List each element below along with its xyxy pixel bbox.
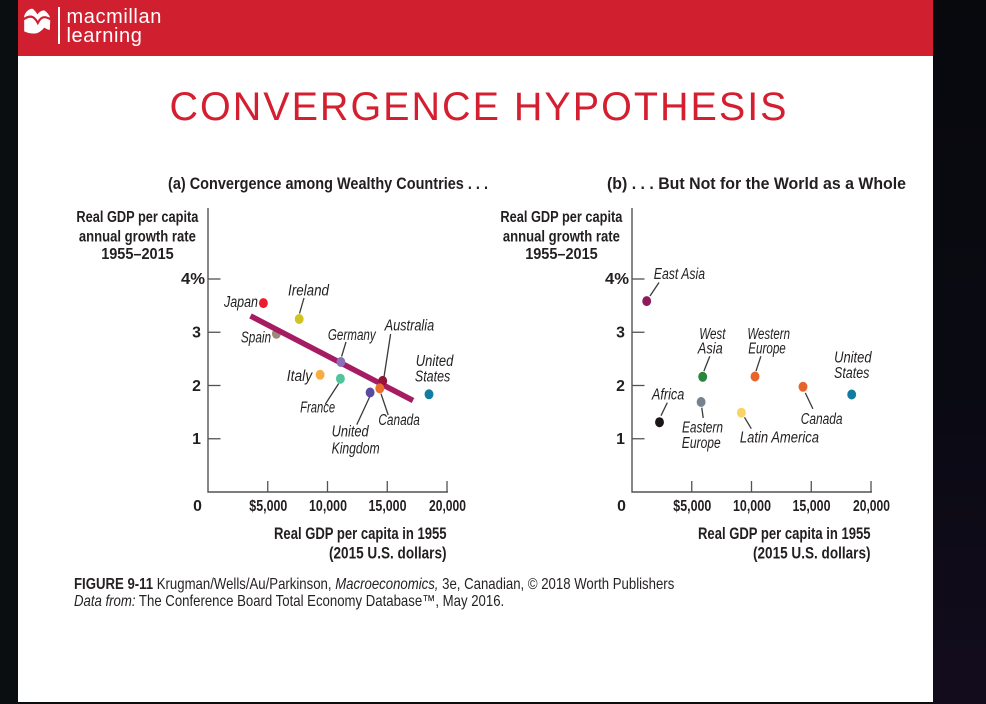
svg-text:Spain: Spain: [241, 330, 271, 347]
svg-text:3: 3: [192, 325, 201, 342]
svg-text:15,000: 15,000: [793, 498, 831, 515]
svg-text:10,000: 10,000: [733, 498, 771, 515]
svg-text:1: 1: [616, 431, 625, 448]
svg-text:Europe: Europe: [748, 340, 786, 357]
svg-text:Real GDP per capita in 1955: Real GDP per capita in 1955: [698, 525, 871, 543]
svg-text:annual growth rate: annual growth rate: [503, 229, 620, 246]
svg-text:Ireland: Ireland: [288, 283, 330, 300]
svg-text:Canada: Canada: [801, 411, 843, 428]
svg-text:Europe: Europe: [682, 435, 721, 452]
svg-text:Eastern: Eastern: [682, 420, 723, 437]
svg-text:West: West: [699, 326, 726, 343]
svg-text:Kingdom: Kingdom: [332, 441, 380, 458]
svg-text:Canada: Canada: [378, 412, 420, 429]
svg-text:(2015 U.S. dollars): (2015 U.S. dollars): [329, 545, 447, 563]
svg-text:0: 0: [617, 498, 626, 515]
svg-text:1955–2015: 1955–2015: [101, 246, 174, 263]
svg-text:1: 1: [192, 431, 201, 448]
svg-text:Japan: Japan: [223, 294, 258, 311]
svg-text:Real GDP per capita in 1955: Real GDP per capita in 1955: [274, 525, 447, 543]
svg-text:20,000: 20,000: [429, 498, 466, 515]
svg-text:2: 2: [616, 378, 625, 395]
svg-text:Germany: Germany: [328, 327, 377, 344]
svg-text:Real GDP per capita: Real GDP per capita: [500, 209, 622, 226]
svg-text:$5,000: $5,000: [249, 498, 287, 515]
svg-text:0: 0: [193, 498, 202, 515]
svg-text:Africa: Africa: [651, 387, 685, 404]
svg-text:Italy: Italy: [287, 368, 313, 385]
svg-text:annual growth rate: annual growth rate: [79, 229, 196, 246]
svg-text:Real GDP per capita: Real GDP per capita: [76, 209, 198, 226]
svg-text:United: United: [834, 350, 873, 367]
svg-text:Western: Western: [747, 326, 790, 343]
svg-text:2: 2: [192, 378, 201, 395]
svg-text:States: States: [415, 368, 451, 385]
svg-text:(a) Convergence among Wealthy: (a) Convergence among Wealthy Countries …: [168, 175, 488, 193]
svg-text:1955–2015: 1955–2015: [525, 246, 598, 263]
svg-text:4%: 4%: [181, 271, 205, 288]
svg-text:Asia: Asia: [697, 340, 723, 357]
svg-text:15,000: 15,000: [369, 498, 407, 515]
svg-text:United: United: [416, 353, 455, 370]
svg-text:$5,000: $5,000: [673, 498, 711, 515]
svg-text:France: France: [300, 400, 335, 417]
svg-text:United: United: [332, 424, 370, 441]
svg-text:Latin America: Latin America: [740, 429, 819, 446]
svg-text:4%: 4%: [605, 271, 629, 288]
svg-text:10,000: 10,000: [309, 498, 347, 515]
svg-text:(2015 U.S. dollars): (2015 U.S. dollars): [753, 545, 871, 563]
svg-text:20,000: 20,000: [853, 498, 890, 515]
svg-text:Australia: Australia: [384, 318, 435, 335]
svg-text:(b) . . . But Not for the Worl: (b) . . . But Not for the World as a Who…: [607, 175, 906, 193]
svg-text:East Asia: East Asia: [654, 266, 705, 283]
svg-text:3: 3: [616, 325, 625, 342]
svg-text:States: States: [834, 365, 870, 382]
